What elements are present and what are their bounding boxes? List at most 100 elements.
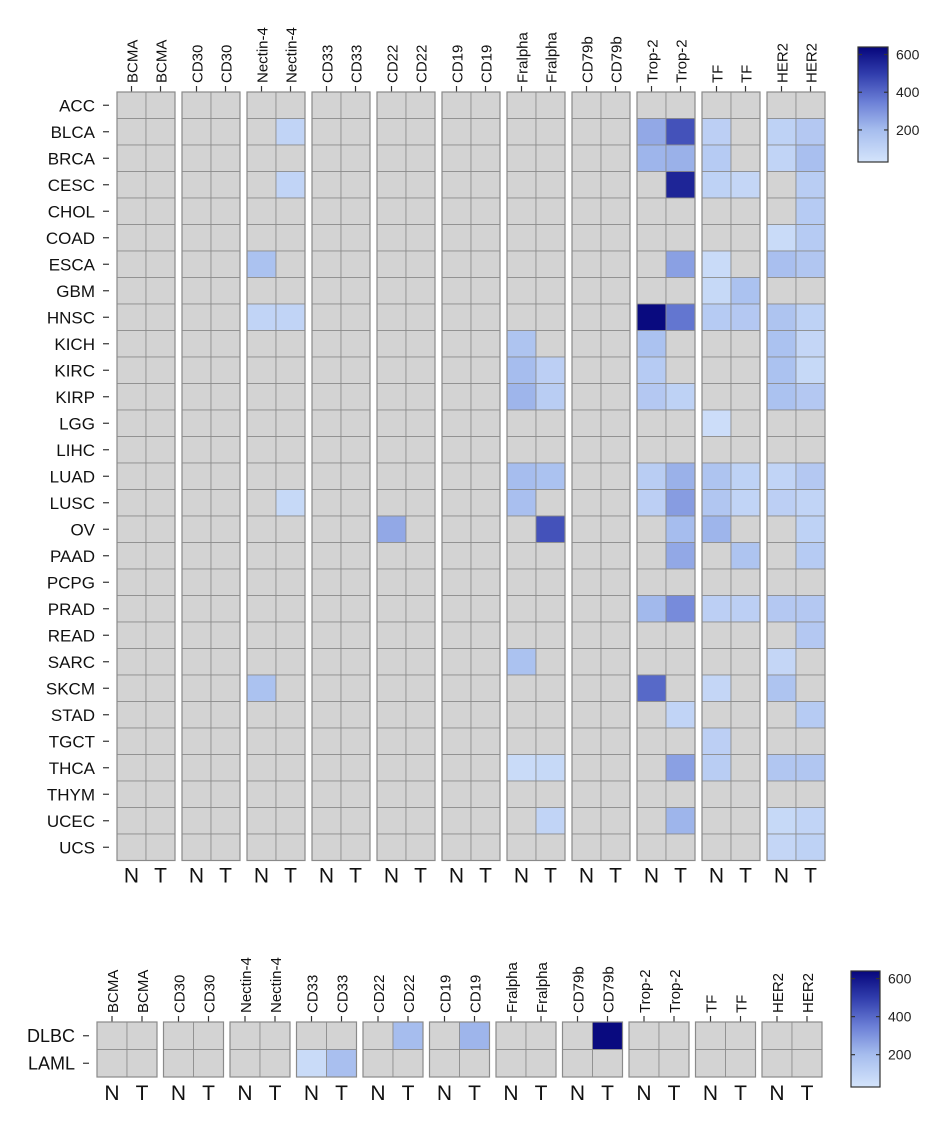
row-label: ACC (59, 96, 95, 115)
tissue-label: N (304, 1082, 319, 1105)
heatmap-cell (470, 568, 501, 596)
heatmap-cell (636, 542, 667, 570)
heatmap-cell (730, 621, 761, 649)
heatmap-cell (181, 701, 212, 729)
heatmap-cell (229, 1021, 261, 1050)
heatmap-cell (441, 197, 472, 225)
heatmap-cell (600, 674, 631, 702)
heatmap-cell (571, 542, 602, 570)
heatmap-cell (181, 833, 212, 861)
column-label: Fralpha (515, 31, 532, 83)
heatmap-cell (181, 197, 212, 225)
heatmap-cell (636, 807, 667, 835)
heatmap-cell (535, 754, 566, 782)
tissue-label: T (734, 1082, 747, 1105)
heatmap-cell (766, 833, 797, 861)
heatmap-cell (362, 1021, 394, 1050)
heatmap-cell (506, 197, 537, 225)
heatmap-cell (795, 436, 826, 464)
heatmap-cell (441, 489, 472, 517)
heatmap-cell (571, 356, 602, 384)
heatmap-cell (571, 489, 602, 517)
heatmap-cell (766, 489, 797, 517)
heatmap-cell (665, 648, 696, 676)
heatmap-cell (116, 462, 147, 490)
heatmap-cell (405, 383, 436, 411)
tissue-label: T (219, 865, 232, 888)
heatmap-cell (636, 754, 667, 782)
heatmap-cell (535, 356, 566, 384)
heatmap-cell (506, 621, 537, 649)
heatmap-cell (470, 833, 501, 861)
heatmap-cell (701, 754, 732, 782)
heatmap-cell (571, 303, 602, 331)
heatmap-cell (311, 489, 342, 517)
heatmap-cell (405, 197, 436, 225)
heatmap-cell (246, 171, 277, 199)
heatmap-cell (311, 436, 342, 464)
column-label: CD19 (468, 975, 485, 1013)
heatmap-cell (571, 118, 602, 146)
heatmap-cell (795, 197, 826, 225)
heatmap-cell (441, 171, 472, 199)
heatmap-cell (340, 754, 371, 782)
heatmap-cell (535, 197, 566, 225)
heatmap-cell (571, 383, 602, 411)
heatmap-cell (116, 648, 147, 676)
heatmap-cell (441, 303, 472, 331)
heatmap-cell (665, 224, 696, 252)
heatmap-cell (392, 1021, 424, 1050)
heatmap-cell (695, 1021, 726, 1050)
tissue-label: N (514, 865, 529, 888)
heatmap-cell (701, 91, 732, 119)
colorbar-tick-label: 200 (896, 122, 920, 138)
heatmap-cell (470, 595, 501, 623)
heatmap-cell (441, 648, 472, 676)
colorbar-tick-label: 400 (896, 84, 920, 100)
tissue-label: T (349, 865, 362, 888)
heatmap-cell (246, 515, 277, 543)
heatmap-cell (571, 91, 602, 119)
tissue-label: T (674, 865, 687, 888)
heatmap-cell (571, 701, 602, 729)
column-label: CD22 (414, 45, 431, 83)
heatmap-cell (275, 436, 306, 464)
heatmap-cell (506, 277, 537, 305)
heatmap-cell (340, 383, 371, 411)
tissue-label: T (544, 865, 557, 888)
heatmap-cell (795, 277, 826, 305)
heatmap-cell (275, 701, 306, 729)
heatmap-cell (730, 436, 761, 464)
heatmap-cell (376, 144, 407, 172)
heatmap-cell (376, 595, 407, 623)
heatmap-cell (145, 595, 176, 623)
tissue-label: N (636, 1082, 651, 1105)
heatmap-cell (376, 674, 407, 702)
heatmap-cell (665, 383, 696, 411)
heatmap-cell (275, 833, 306, 861)
heatmap-cell (210, 330, 241, 358)
tissue-label: T (668, 1082, 681, 1105)
heatmap-cell (441, 436, 472, 464)
heatmap-cell (145, 356, 176, 384)
heatmap-cell (730, 807, 761, 835)
heatmap-cell (701, 118, 732, 146)
heatmap-cell (761, 1049, 793, 1078)
heatmap-cell (116, 91, 147, 119)
heatmap-cell (766, 701, 797, 729)
heatmap-cell (506, 436, 537, 464)
heatmap-cell (340, 780, 371, 808)
column-label: Trop-2 (645, 39, 662, 83)
heatmap-cell (246, 568, 277, 596)
heatmap-cell (116, 727, 147, 755)
tissue-label: T (414, 865, 427, 888)
tissue-label: N (370, 1082, 385, 1105)
heatmap-cell (441, 754, 472, 782)
heatmap-cell (636, 621, 667, 649)
heatmap-cell (600, 409, 631, 437)
heatmap-cell (701, 833, 732, 861)
heatmap-cell (275, 118, 306, 146)
heatmap-cell (730, 462, 761, 490)
heatmap-cell (470, 91, 501, 119)
heatmap-cell (506, 462, 537, 490)
